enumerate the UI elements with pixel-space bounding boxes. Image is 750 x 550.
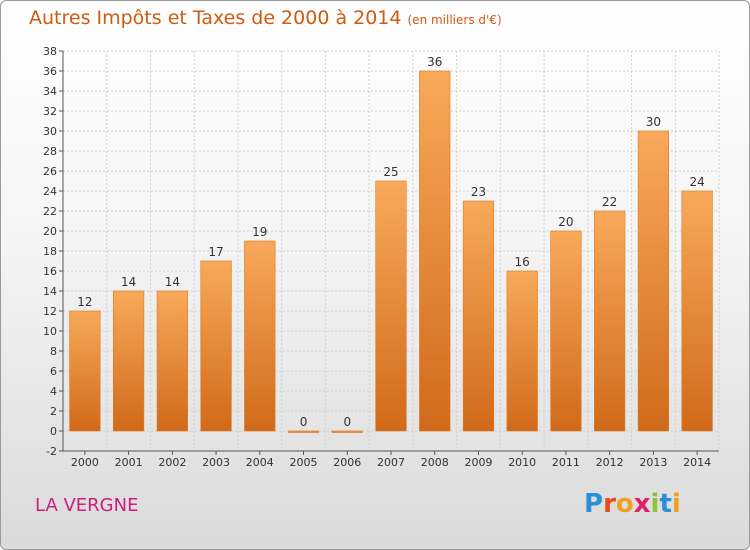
y-tick-label: 0	[50, 425, 57, 438]
value-label-2011: 20	[558, 215, 573, 229]
bar-2000	[69, 310, 101, 432]
value-label-2003: 17	[208, 245, 223, 259]
bar-2010	[506, 270, 538, 432]
y-tick-label: 20	[43, 225, 57, 238]
y-tick-label: 30	[43, 125, 57, 138]
y-tick-label: 12	[43, 305, 57, 318]
value-label-2007: 25	[383, 165, 398, 179]
x-tick-label-2005: 2005	[290, 456, 318, 469]
x-tick-label-2006: 2006	[333, 456, 361, 469]
x-tick-label-2002: 2002	[158, 456, 186, 469]
bar-2004	[244, 240, 276, 432]
x-tick-label-2000: 2000	[71, 456, 99, 469]
value-label-2005: 0	[300, 415, 308, 429]
bar-2001	[112, 290, 145, 432]
bar-2007	[375, 180, 407, 432]
y-tick-label: 36	[43, 65, 57, 78]
bar-2005	[287, 430, 320, 433]
x-tick-label-2007: 2007	[377, 456, 405, 469]
axes: -202468101214161820222426283032343638200…	[43, 45, 719, 469]
bar-2006	[331, 430, 363, 433]
y-tick-label: 6	[50, 365, 57, 378]
x-tick-label-2013: 2013	[639, 456, 667, 469]
bar-2003	[200, 260, 232, 432]
y-tick-label: 26	[43, 165, 57, 178]
y-tick-label: 32	[43, 105, 57, 118]
x-tick-label-2014: 2014	[683, 456, 711, 469]
y-tick-label: 16	[43, 265, 57, 278]
bar-2009	[462, 200, 495, 432]
x-tick-label-2004: 2004	[246, 456, 274, 469]
x-tick-label-2009: 2009	[464, 456, 492, 469]
bars	[69, 70, 713, 433]
y-tick-label: -2	[46, 445, 57, 458]
y-tick-label: 18	[43, 245, 57, 258]
value-label-2012: 22	[602, 195, 617, 209]
value-label-2006: 0	[343, 415, 351, 429]
bar-2013	[637, 130, 670, 432]
x-tick-label-2010: 2010	[508, 456, 536, 469]
bar-2011	[550, 230, 582, 432]
y-tick-label: 28	[43, 145, 57, 158]
value-label-2002: 14	[165, 275, 180, 289]
value-label-2009: 23	[471, 185, 486, 199]
y-tick-label: 34	[43, 85, 57, 98]
value-label-2010: 16	[515, 255, 530, 269]
y-tick-label: 4	[50, 385, 57, 398]
brand-logo: Proxiti	[584, 489, 681, 519]
x-tick-label-2008: 2008	[421, 456, 449, 469]
x-tick-label-2012: 2012	[596, 456, 624, 469]
bar-2002	[156, 290, 188, 432]
commune-name: LA VERGNE	[35, 495, 139, 516]
value-label-2001: 14	[121, 275, 136, 289]
y-tick-label: 24	[43, 185, 57, 198]
value-label-2004: 19	[252, 225, 267, 239]
chart-subtitle: (en milliers d'€)	[407, 13, 502, 27]
bar-2012	[594, 210, 626, 432]
value-label-2014: 24	[689, 175, 704, 189]
value-label-2008: 36	[427, 55, 442, 69]
bar-2008	[419, 70, 451, 432]
y-tick-label: 8	[50, 345, 57, 358]
chart-title: Autres Impôts et Taxes de 2000 à 2014 (en…	[29, 7, 502, 29]
y-tick-label: 10	[43, 325, 57, 338]
y-tick-label: 14	[43, 285, 57, 298]
x-tick-label-2011: 2011	[552, 456, 580, 469]
value-label-2013: 30	[646, 115, 661, 129]
y-tick-label: 22	[43, 205, 57, 218]
y-tick-label: 38	[43, 45, 57, 58]
x-tick-label-2001: 2001	[115, 456, 143, 469]
y-tick-label: 2	[50, 405, 57, 418]
bar-2014	[681, 190, 713, 432]
value-labels: 12 14 14 17 19 0 0 25 36 23 16 20 22 30 24	[77, 55, 705, 429]
x-tick-label-2003: 2003	[202, 456, 230, 469]
value-label-2000: 12	[77, 295, 92, 309]
